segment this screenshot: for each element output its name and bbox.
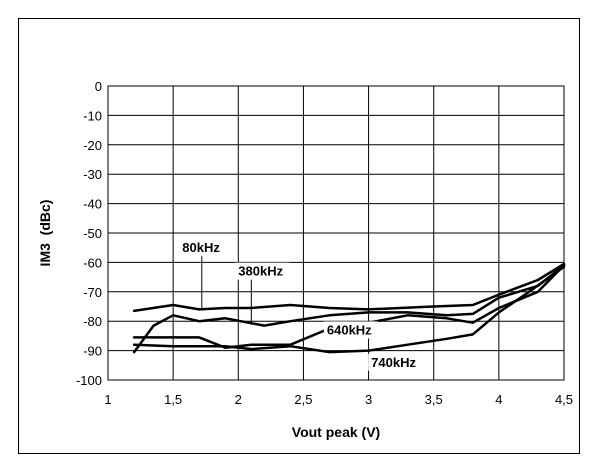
x-tick-label: 2 [235, 392, 242, 407]
series-line-740kHz [132, 265, 566, 354]
x-axis-label: Vout peak (V) [292, 424, 380, 440]
annotation-380kHz: 380kHz [238, 264, 283, 279]
x-tick-label: 3,5 [425, 392, 443, 407]
annotation-740kHz: 740kHz [371, 355, 416, 370]
x-tick-labels: 1 1,5 2 2,5 3 3,5 4 4,5 [104, 392, 573, 407]
y-tick-label: -70 [83, 285, 102, 300]
y-tick-label: -40 [83, 197, 102, 212]
x-tick-label: 4,5 [555, 392, 573, 407]
series-line-380kHz [132, 264, 566, 354]
y-tick-label: -100 [76, 373, 102, 388]
annotation-640kHz: 640kHz [327, 322, 372, 337]
y-tick-label: -10 [83, 108, 102, 123]
annotation-bg-380kHz [235, 262, 290, 280]
x-tick-label: 4 [495, 392, 502, 407]
chart-frame [18, 18, 580, 454]
x-tick-label: 2,5 [294, 392, 312, 407]
y-tick-label: -80 [83, 314, 102, 329]
x-tick-label: 1 [104, 392, 111, 407]
y-tick-label: -90 [83, 344, 102, 359]
y-tick-labels: 0 -10 -20 -30 -40 -50 -60 -70 -80 -90 -100 [76, 79, 102, 388]
series-line-80kHz [132, 262, 566, 313]
x-tick-label: 1,5 [164, 392, 182, 407]
y-tick-label: -30 [83, 167, 102, 182]
y-tick-label: -60 [83, 255, 102, 270]
annotation-bg-640kHz [323, 321, 378, 339]
annotation-bg-80kHz [179, 239, 226, 257]
annotation-bg-740kHz [368, 353, 423, 371]
grid [107, 85, 565, 381]
x-tick-label: 3 [365, 392, 372, 407]
y-tick-label: -20 [83, 138, 102, 153]
y-tick-label: 0 [95, 79, 102, 94]
annotations: 80kHz 380kHz 640kHz 740kHz [179, 239, 423, 371]
annotation-80kHz: 80kHz [182, 240, 220, 255]
y-axis-label: IM3 (dBc) [37, 200, 53, 267]
y-tick-label: -50 [83, 226, 102, 241]
